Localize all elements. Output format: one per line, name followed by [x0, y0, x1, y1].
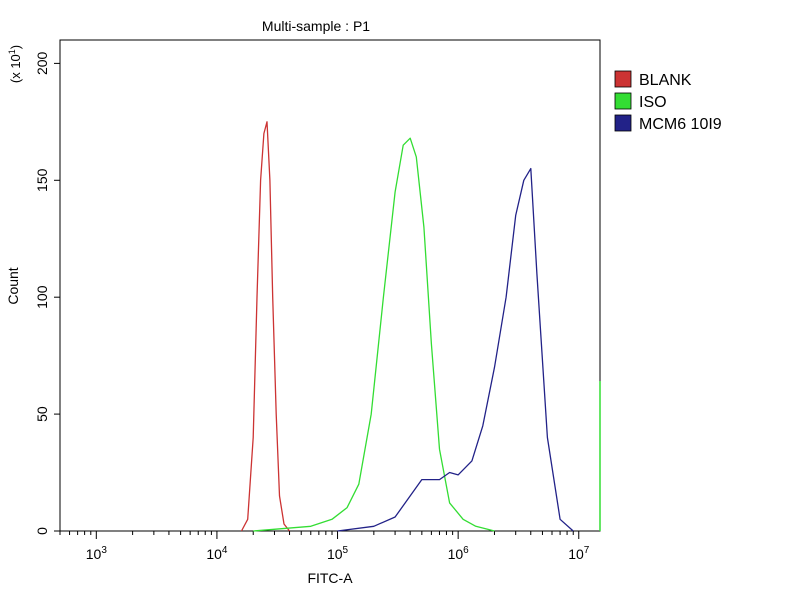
x-tick-label: 105 — [327, 545, 349, 562]
x-axis: 103 104 105 106 107 — [59, 531, 590, 562]
chart-title: Multi-sample : P1 — [262, 18, 370, 34]
y-tick-label: 50 — [34, 406, 50, 422]
y-axis-multiplier: (x 101) — [7, 45, 23, 83]
legend-swatch — [614, 92, 632, 110]
x-tick-label: 106 — [448, 545, 470, 562]
x-tick-label: 104 — [206, 545, 228, 562]
y-axis-label: Count — [5, 267, 21, 304]
y-tick-label: 100 — [34, 285, 50, 309]
y-tick-label: 0 — [34, 527, 50, 535]
legend-label: ISO — [639, 94, 667, 111]
x-tick-label: 103 — [86, 545, 108, 562]
y-axis: 0 50 100 150 200 — [34, 51, 60, 535]
x-tick-label: 107 — [568, 545, 590, 562]
series-line-mcm6-10i9 — [337, 167, 574, 532]
legend: BLANK ISO MCM6 10I9 — [614, 70, 722, 133]
series-line-blank — [240, 121, 291, 532]
legend-label: MCM6 10I9 — [639, 116, 722, 133]
series-line-iso — [253, 137, 495, 532]
legend-swatch — [614, 114, 632, 132]
legend-swatch — [614, 70, 632, 88]
plot-frame — [59, 39, 601, 532]
y-tick-label: 200 — [34, 51, 50, 75]
legend-label: BLANK — [639, 72, 692, 89]
series-lines — [240, 121, 574, 532]
y-tick-label: 150 — [34, 168, 50, 192]
x-axis-label: FITC-A — [307, 570, 353, 586]
